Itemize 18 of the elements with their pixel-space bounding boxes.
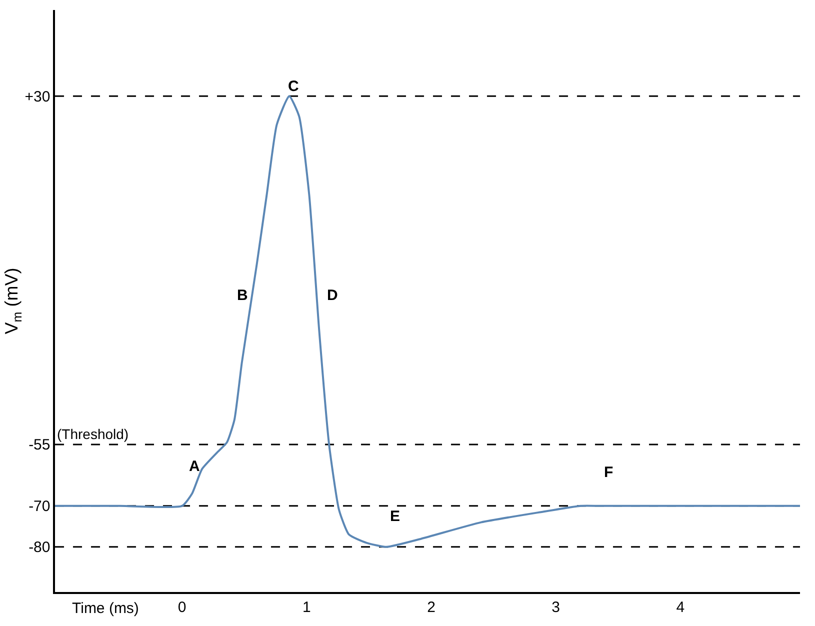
x-tick-label: 2	[427, 598, 436, 616]
annotation: D	[327, 287, 338, 304]
ref-line-label: (Threshold)	[57, 426, 129, 442]
annotation: A	[189, 458, 200, 475]
y-tick-label: +30	[24, 88, 50, 106]
annotation: E	[390, 508, 400, 525]
y-tick-label: -55	[28, 436, 50, 454]
x-tick-label: 3	[552, 598, 560, 616]
line-series	[55, 95, 800, 548]
x-tick-label: 4	[676, 598, 685, 616]
y-tick-label: -70	[28, 498, 50, 516]
y-tick-label: -80	[28, 539, 50, 556]
x-tick-label: 1	[302, 598, 311, 616]
annotation: B	[237, 287, 248, 304]
annotation: C	[288, 78, 299, 95]
x-axis-title: Time (ms)	[72, 600, 139, 617]
x-tick-label: 0	[178, 598, 186, 616]
annotation: F	[604, 464, 614, 481]
